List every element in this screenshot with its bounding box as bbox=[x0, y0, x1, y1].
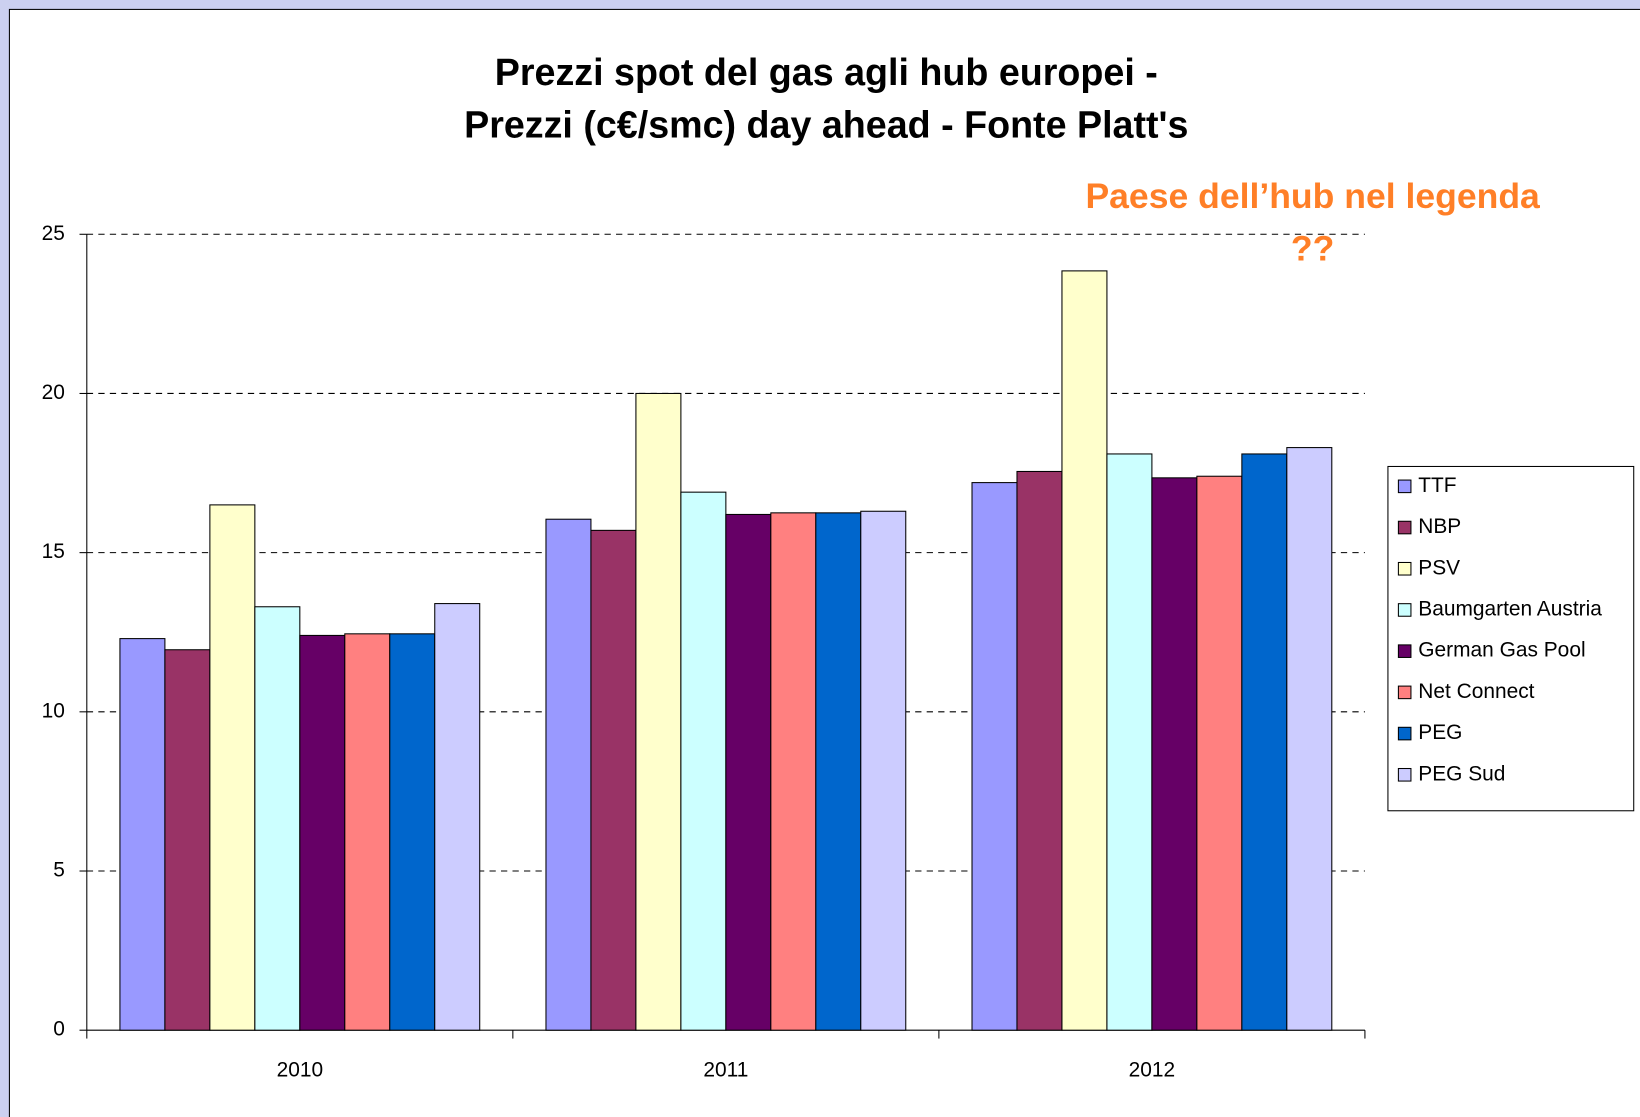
x-tick-label: 2012 bbox=[1129, 1059, 1176, 1082]
chart-title: Prezzi spot del gas agli hub europei - bbox=[495, 51, 1158, 93]
legend-swatch bbox=[1397, 561, 1412, 576]
legend-swatch bbox=[1397, 479, 1412, 494]
bar bbox=[770, 512, 817, 1031]
y-tick-label: 5 bbox=[53, 859, 65, 882]
legend-label: PEG Sud bbox=[1418, 762, 1505, 785]
legend-swatch bbox=[1397, 520, 1412, 535]
bar bbox=[1196, 475, 1243, 1031]
bar bbox=[860, 510, 907, 1031]
bar bbox=[815, 512, 862, 1031]
legend-label: German Gas Pool bbox=[1418, 639, 1585, 662]
bar bbox=[254, 606, 301, 1031]
legend-box bbox=[1387, 465, 1635, 812]
legend-label: TTF bbox=[1418, 474, 1456, 497]
y-tick-label: 20 bbox=[42, 381, 65, 404]
bar bbox=[164, 649, 211, 1031]
x-tick-label: 2011 bbox=[703, 1059, 748, 1082]
y-tick-label: 0 bbox=[53, 1018, 65, 1041]
y-tick-label: 15 bbox=[42, 540, 65, 563]
bar bbox=[545, 518, 592, 1031]
bar bbox=[725, 513, 772, 1031]
chart-title: Prezzi (c€/smc) day ahead - Fonte Platt'… bbox=[464, 104, 1188, 146]
legend-swatch bbox=[1397, 603, 1412, 617]
bar bbox=[1016, 470, 1063, 1031]
legend-swatch bbox=[1397, 685, 1412, 700]
bar bbox=[971, 482, 1018, 1031]
bar bbox=[119, 638, 166, 1031]
y-tick-label: 25 bbox=[42, 222, 65, 245]
bar bbox=[1286, 447, 1333, 1031]
legend-swatch bbox=[1397, 726, 1412, 741]
bar bbox=[299, 634, 346, 1031]
bar bbox=[680, 491, 727, 1031]
bar bbox=[209, 504, 256, 1031]
y-tick-label: 10 bbox=[42, 699, 65, 722]
legend-label: Net Connect bbox=[1418, 680, 1534, 703]
bar bbox=[635, 392, 682, 1031]
x-tick-label: 2010 bbox=[277, 1059, 324, 1082]
bar bbox=[1106, 453, 1153, 1031]
bar bbox=[1241, 453, 1288, 1031]
legend-swatch bbox=[1397, 644, 1412, 658]
legend-label: Baumgarten Austria bbox=[1418, 597, 1602, 620]
bar bbox=[344, 633, 391, 1031]
annotation: Paese dell’hub nel legenda bbox=[1085, 176, 1540, 216]
annotation: ?? bbox=[1291, 228, 1334, 268]
legend-label: PSV bbox=[1418, 556, 1460, 579]
legend-swatch bbox=[1397, 767, 1412, 782]
bar bbox=[1061, 270, 1108, 1031]
bar bbox=[1151, 477, 1198, 1031]
bar bbox=[590, 529, 637, 1031]
legend-label: NBP bbox=[1418, 515, 1461, 538]
bar bbox=[434, 603, 481, 1031]
legend-label: PEG bbox=[1418, 721, 1462, 744]
bar bbox=[389, 633, 436, 1031]
